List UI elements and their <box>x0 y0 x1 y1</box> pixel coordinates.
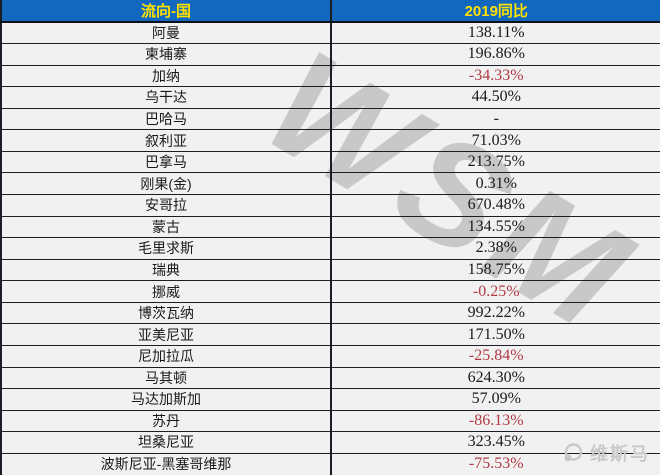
table-row: 叙利亚 71.03% <box>1 129 660 152</box>
table-row: 博茨瓦纳 992.22% <box>1 301 660 324</box>
table-row: 苏丹 -86.13% <box>1 409 660 432</box>
yoy-value-cell: 213.75% <box>331 150 660 173</box>
column-header-country: 流向-国 <box>1 0 332 23</box>
country-cell: 加纳 <box>1 64 332 87</box>
country-cell: 波斯尼亚-黑塞哥维那 <box>1 452 332 475</box>
country-cell: 蒙古 <box>1 215 332 238</box>
table-row: 刚果(金) 0.31% <box>1 172 660 195</box>
yoy-value-cell: 2.38% <box>331 237 660 260</box>
column-header-yoy: 2019同比 <box>331 0 660 23</box>
country-cell: 马达加斯加 <box>1 388 332 411</box>
table-row: 坦桑尼亚 323.45% <box>1 431 660 454</box>
yoy-value-cell: 138.11% <box>467 24 525 42</box>
brand-logo: 维斯马 <box>562 440 650 466</box>
country-cell: 柬埔寨 <box>1 43 332 66</box>
yoy-value-cell: 134.55% <box>331 215 660 238</box>
country-cell: 亚美尼亚 <box>1 323 332 346</box>
brand-logo-icon <box>562 442 584 464</box>
yoy-value-cell: -34.33% <box>331 64 660 87</box>
table-row: 安哥拉 670.48% <box>1 194 660 217</box>
table-row: 乌干达 44.50% <box>1 86 660 109</box>
table-row: 蒙古 134.55% <box>1 215 660 238</box>
country-cell: 毛里求斯 <box>1 237 332 260</box>
brand-logo-text: 维斯马 <box>590 444 650 464</box>
table-row: 巴哈马 - <box>1 107 660 130</box>
yoy-value-cell: 624.30% <box>331 366 660 389</box>
table-row: 亚美尼亚 171.50% <box>1 323 660 346</box>
country-cell: 乌干达 <box>1 86 332 109</box>
country-cell: 安哥拉 <box>1 194 332 217</box>
yoy-value-cell: -0.25% <box>331 280 660 303</box>
table-row: 巴拿马 213.75% <box>1 150 660 173</box>
table-row: 阿曼 138.11% <box>1 22 660 44</box>
yoy-value-cell: - <box>331 107 660 130</box>
country-cell: 马其顿 <box>1 366 332 389</box>
country-cell: 坦桑尼亚 <box>1 431 332 454</box>
country-cell: 阿曼 <box>1 22 332 44</box>
yoy-value-cell: 57.09% <box>331 388 660 411</box>
country-cell: 苏丹 <box>1 409 332 432</box>
yoy-value-cell: 44.50% <box>331 86 660 109</box>
yoy-value-cell: 158.75% <box>331 258 660 281</box>
yoy-value-cell: 323.45% <box>331 431 660 454</box>
yoy-value-cell: 196.86% <box>331 43 660 66</box>
country-cell: 挪威 <box>1 280 332 303</box>
country-cell: 尼加拉瓜 <box>1 344 332 367</box>
country-cell: 博茨瓦纳 <box>1 301 332 324</box>
yoy-value-cell: 670.48% <box>331 194 660 217</box>
table-row: 马其顿 624.30% <box>1 366 660 389</box>
table-row: 柬埔寨 196.86% <box>1 43 660 66</box>
yoy-value-cell: 992.22% <box>331 301 660 324</box>
table-row: 瑞典 158.75% <box>1 258 660 281</box>
yoy-value-cell: 0.31% <box>331 172 660 195</box>
table-row: 挪威 -0.25% <box>1 280 660 303</box>
table-row: 马达加斯加 57.09% <box>1 388 660 411</box>
table-row: 尼加拉瓜 -25.84% <box>1 344 660 367</box>
country-cell: 巴拿马 <box>1 150 332 173</box>
table-header-row: 流向-国 2019同比 <box>1 0 660 23</box>
country-cell: 巴哈马 <box>1 107 332 130</box>
table-row: 加纳 -34.33% <box>1 64 660 87</box>
yoy-value-cell: 71.03% <box>331 129 660 152</box>
country-cell: 刚果(金) <box>1 172 332 195</box>
yoy-value-cell: -86.13% <box>331 409 660 432</box>
country-cell: 瑞典 <box>1 258 332 281</box>
table-body: 阿曼 138.11% 柬埔寨 196.86% 加纳 -34.33% 乌干达 44.50% 巴哈马… <box>1 22 660 475</box>
yoy-value-cell: -25.84% <box>331 344 660 367</box>
country-cell: 叙利亚 <box>1 129 332 152</box>
table-row: 毛里求斯 2.38% <box>1 237 660 260</box>
yoy-value-cell: 171.50% <box>331 323 660 346</box>
